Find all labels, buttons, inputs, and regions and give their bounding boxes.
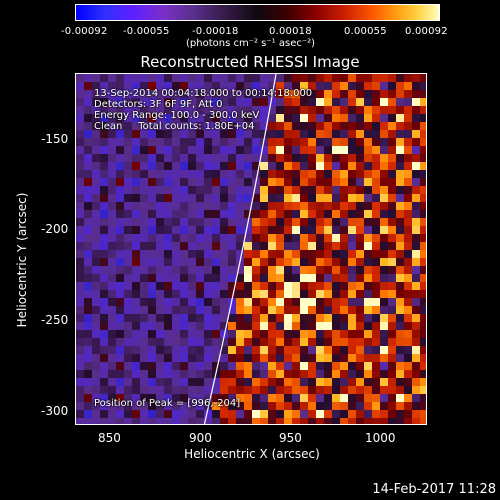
solar-limb-curve — [203, 74, 277, 424]
y-axis-label: Heliocentric Y (arcsec) — [15, 192, 29, 328]
x-axis-label: Heliocentric X (arcsec) — [184, 447, 320, 461]
annotation-clean-counts: Clean Total counts: 1.80E+04 — [94, 121, 255, 132]
rhessi-image-heatmap — [76, 74, 426, 424]
x-tick-label: 850 — [98, 431, 121, 445]
solar-limb-overlay — [203, 74, 277, 424]
colorbar-tick-2: -0.00055 — [123, 26, 170, 37]
colorbar-tick-5: 0.00055 — [344, 26, 387, 37]
annotation-detectors: Detectors: 3F 6F 9F, Att 0 — [94, 99, 223, 110]
colorbar — [75, 4, 440, 21]
x-tick-label: 950 — [279, 431, 302, 445]
colorbar-units: (photons cm⁻² s⁻¹ asec⁻²) — [186, 38, 316, 49]
annotation-peak-position: Position of Peak = [996,-204] — [94, 398, 241, 409]
x-tick-label: 900 — [189, 431, 212, 445]
rhessi-image-panel: 13-Sep-2014 00:04:18.000 to 00:14:18.000… — [75, 73, 427, 425]
colorbar-tick-1: -0.00092 — [61, 26, 108, 37]
plot-title: Reconstructed RHESSI Image — [140, 53, 360, 71]
y-tick-label: -200 — [41, 222, 69, 236]
colorbar-tick-3: -0.00018 — [192, 26, 239, 37]
y-tick-label: -300 — [41, 404, 69, 418]
y-tick-label: -250 — [41, 313, 69, 327]
colorbar-tick-6: 0.00092 — [405, 26, 448, 37]
annotation-energy-range: Energy Range: 100.0 - 300.0 keV — [94, 110, 260, 121]
footer-timestamp: 14-Feb-2017 11:28 — [372, 482, 496, 497]
y-tick-label: -150 — [41, 132, 69, 146]
annotation-time-range: 13-Sep-2014 00:04:18.000 to 00:14:18.000 — [94, 88, 313, 99]
x-tick-label: 1000 — [365, 431, 396, 445]
colorbar-tick-4: 0.00018 — [269, 26, 312, 37]
